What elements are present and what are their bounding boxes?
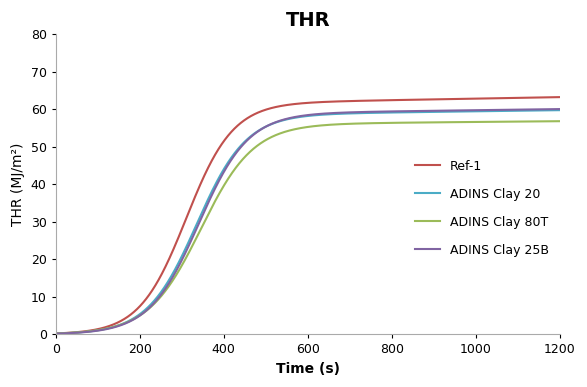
Line: ADINS Clay 20: ADINS Clay 20 — [56, 110, 560, 334]
Ref-1 — [556, 95, 564, 99]
ADINS Clay 25B — [140, 311, 147, 315]
Ref-1 — [110, 322, 117, 327]
Ref-1 — [245, 115, 252, 120]
ADINS Clay 20 — [140, 309, 147, 314]
ADINS Clay 80T — [546, 119, 554, 123]
ADINS Clay 80T — [245, 151, 252, 155]
Ref-1 — [492, 96, 500, 101]
ADINS Clay 20 — [556, 108, 564, 113]
Ref-1 — [546, 95, 554, 99]
ADINS Clay 25B — [52, 331, 59, 336]
Legend: Ref-1, ADINS Clay 20, ADINS Clay 80T, ADINS Clay 25B: Ref-1, ADINS Clay 20, ADINS Clay 80T, AD… — [410, 155, 554, 262]
ADINS Clay 20 — [245, 135, 252, 140]
Title: THR: THR — [285, 11, 330, 30]
ADINS Clay 25B — [245, 136, 252, 141]
ADINS Clay 25B — [492, 108, 500, 112]
ADINS Clay 25B — [268, 122, 275, 127]
Ref-1 — [140, 300, 147, 305]
Line: Ref-1: Ref-1 — [56, 97, 560, 334]
ADINS Clay 20 — [492, 109, 500, 113]
ADINS Clay 25B — [110, 325, 117, 330]
ADINS Clay 80T — [52, 331, 59, 336]
ADINS Clay 25B — [556, 107, 564, 111]
Y-axis label: THR (MJ/m²): THR (MJ/m²) — [11, 143, 25, 226]
ADINS Clay 80T — [556, 119, 564, 123]
ADINS Clay 20 — [52, 331, 59, 336]
Ref-1 — [268, 106, 275, 111]
ADINS Clay 80T — [140, 311, 147, 315]
ADINS Clay 80T — [110, 325, 117, 329]
ADINS Clay 20 — [546, 108, 554, 113]
ADINS Clay 80T — [268, 135, 275, 140]
ADINS Clay 20 — [268, 122, 275, 127]
Line: ADINS Clay 25B: ADINS Clay 25B — [56, 109, 560, 334]
ADINS Clay 20 — [110, 325, 117, 329]
X-axis label: Time (s): Time (s) — [276, 362, 340, 376]
ADINS Clay 25B — [546, 107, 554, 111]
Line: ADINS Clay 80T: ADINS Clay 80T — [56, 121, 560, 334]
ADINS Clay 80T — [492, 120, 500, 124]
Ref-1 — [52, 331, 59, 336]
